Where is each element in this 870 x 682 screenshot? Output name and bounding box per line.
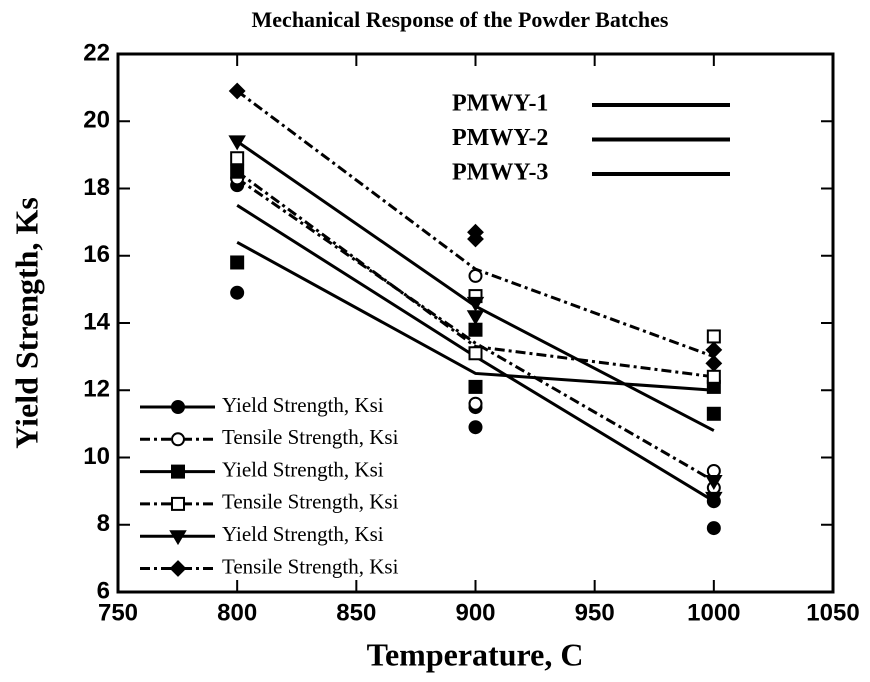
x-tick-label: 1000 — [687, 599, 740, 626]
point — [230, 151, 245, 166]
y-tick-label: 10 — [83, 443, 110, 470]
group-label: PMWY-2 — [452, 125, 548, 151]
y-axis-label: Yield Strength, Ks — [8, 197, 44, 449]
point — [706, 406, 721, 421]
point — [228, 135, 246, 151]
y-tick-label: 22 — [83, 39, 110, 66]
legend-label: Tensile Strength, Ksi — [222, 425, 399, 449]
group-label: PMWY-1 — [452, 91, 548, 117]
x-tick-label: 1050 — [806, 599, 859, 626]
legend-marker — [171, 464, 185, 479]
point — [468, 322, 483, 337]
point — [468, 396, 483, 411]
legend-label: Yield Strength, Ksi — [222, 522, 384, 546]
point — [228, 82, 246, 100]
legend-marker — [169, 530, 187, 546]
y-tick-label: 8 — [97, 510, 110, 537]
y-tick-label: 14 — [83, 308, 110, 335]
chart-title: Mechanical Response of the Powder Batche… — [252, 7, 669, 32]
legend-label: Tensile Strength, Ksi — [222, 554, 399, 578]
x-tick-label: 800 — [217, 599, 257, 626]
x-tick-label: 750 — [98, 599, 138, 626]
point — [705, 354, 723, 372]
x-axis-label: Temperature, C — [367, 636, 584, 672]
point — [706, 329, 721, 344]
x-tick-label: 950 — [575, 599, 615, 626]
y-tick-label: 18 — [83, 174, 110, 201]
point — [468, 379, 483, 394]
fit-line — [236, 240, 714, 392]
point — [467, 230, 484, 248]
legend-marker — [169, 560, 187, 577]
legend-marker — [171, 496, 185, 511]
point — [466, 296, 485, 312]
x-tick-label: 900 — [455, 599, 495, 626]
point — [705, 475, 723, 491]
legend-marker — [171, 400, 185, 414]
legend-label: Yield Strength, Ksi — [222, 393, 384, 417]
point — [466, 310, 485, 326]
fit-line — [236, 89, 715, 359]
point — [230, 255, 245, 270]
y-tick-label: 20 — [83, 107, 110, 134]
legend-marker — [171, 432, 185, 447]
y-tick-label: 12 — [83, 376, 110, 403]
point — [468, 420, 483, 435]
point — [230, 285, 245, 300]
point — [705, 491, 723, 507]
legend-label: Yield Strength, Ksi — [222, 457, 384, 481]
group-label: PMWY-3 — [452, 160, 548, 186]
x-tick-label: 850 — [336, 599, 376, 626]
legend-label: Tensile Strength, Ksi — [222, 490, 399, 514]
fit-line — [236, 177, 715, 483]
point — [468, 346, 483, 361]
y-tick-label: 6 — [97, 577, 110, 604]
point — [706, 521, 721, 536]
point — [706, 369, 721, 384]
y-tick-label: 16 — [83, 241, 110, 268]
